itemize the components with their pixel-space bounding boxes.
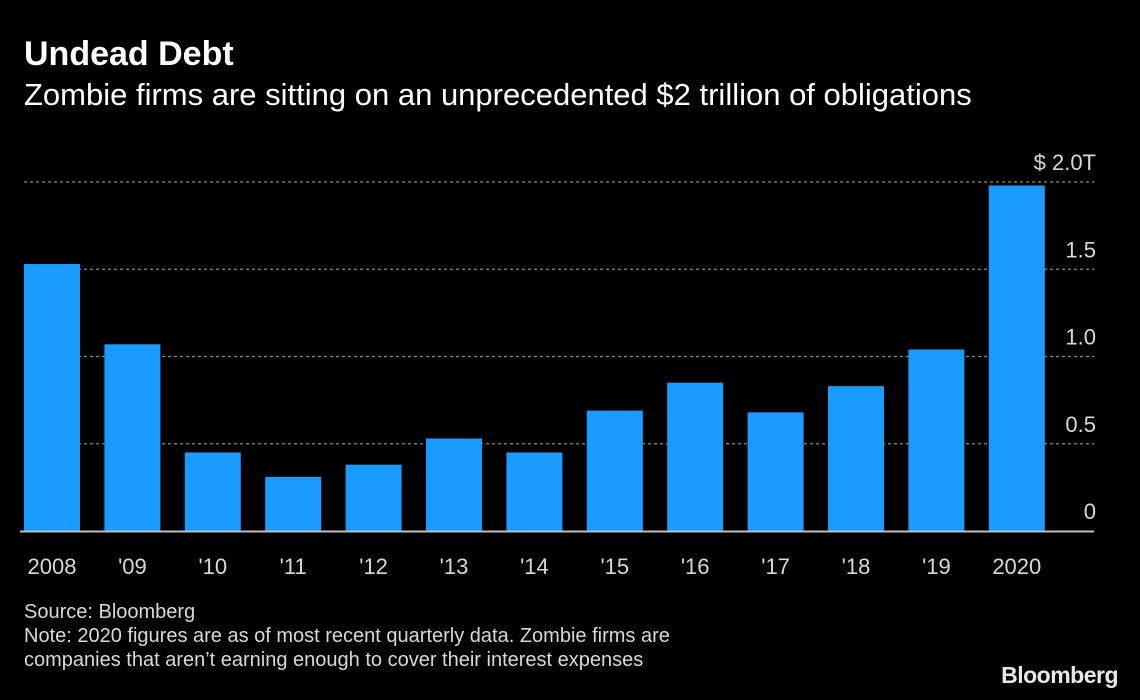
- footnote-line-1: Note: 2020 figures are as of most recent…: [24, 625, 670, 647]
- bar: [828, 386, 884, 531]
- bar: [667, 382, 724, 531]
- bar-chart: 0 0.5 1.0 1.5 $ 2.0T 2008 '09 '10 '11 '12 '13 '14 '…: [20, 150, 1096, 579]
- bar: [265, 476, 322, 531]
- bloomberg-logo: Bloomberg: [1001, 662, 1118, 688]
- gridlines: [24, 181, 1094, 445]
- bar: [506, 452, 563, 531]
- bar: [908, 349, 965, 531]
- footnote-line-2: companies that aren’t earning enough to …: [24, 649, 644, 671]
- y-tick-label: 1.5: [1065, 237, 1096, 262]
- x-tick-label: '16: [681, 554, 710, 579]
- bar: [184, 452, 241, 531]
- x-tick-label: 2008: [28, 554, 77, 579]
- x-tick-label: '15: [600, 554, 629, 579]
- y-tick-label: 1.0: [1065, 325, 1096, 350]
- bar: [586, 410, 643, 531]
- x-tick-label: 2020: [992, 554, 1041, 579]
- x-tick-label: '11: [280, 554, 307, 579]
- x-tick-label: '13: [440, 554, 469, 579]
- bar: [24, 264, 80, 531]
- x-tick-label: '19: [922, 554, 951, 579]
- x-tick-label: '18: [842, 554, 871, 579]
- x-tick-label: '14: [520, 554, 549, 579]
- y-tick-label: 0: [1084, 499, 1096, 524]
- bar: [426, 438, 482, 531]
- y-tick-label: 0.5: [1065, 412, 1096, 437]
- chart-footer: Source: Bloomberg Note: 2020 figures are…: [24, 600, 924, 672]
- x-tick-label: '10: [198, 554, 227, 579]
- chart-title: Undead Debt: [24, 35, 234, 73]
- bars: [24, 185, 1045, 532]
- source-note: Source: Bloomberg: [24, 601, 196, 623]
- bar: [345, 464, 402, 531]
- x-tick-label: '09: [118, 554, 147, 579]
- y-axis-ticks: 0 0.5 1.0 1.5 $ 2.0T: [1034, 150, 1096, 524]
- bar: [104, 344, 161, 531]
- bar: [747, 412, 804, 531]
- x-axis-ticks: 2008 '09 '10 '11 '12 '13 '14 '15 '16 '17 '18 '19 202…: [28, 554, 1042, 579]
- bar: [988, 185, 1045, 532]
- x-tick-label: '17: [761, 554, 790, 579]
- chart-subtitle: Zombie firms are sitting on an unprecede…: [24, 77, 972, 112]
- x-tick-label: '12: [359, 554, 388, 579]
- y-tick-label: $ 2.0T: [1034, 150, 1096, 175]
